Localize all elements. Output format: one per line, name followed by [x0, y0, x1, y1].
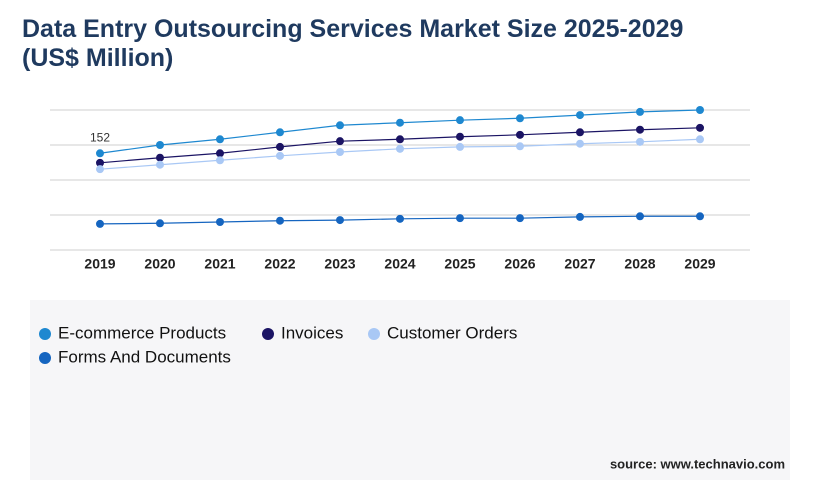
- data-point: [516, 214, 524, 223]
- x-tick-label: 2026: [504, 256, 535, 272]
- data-point: [396, 118, 404, 127]
- data-point: [576, 111, 584, 120]
- data-point: [216, 149, 224, 158]
- data-point: [276, 151, 284, 160]
- series-line: [99, 138, 701, 170]
- x-tick-label: 2025: [444, 256, 475, 272]
- data-point: [216, 156, 224, 165]
- legend-marker: [368, 328, 380, 340]
- data-point: [276, 216, 284, 225]
- x-tick-label: 2027: [564, 256, 595, 272]
- data-point: [96, 158, 104, 167]
- data-point: [696, 123, 704, 132]
- legend-marker: [39, 328, 51, 340]
- data-point: [696, 212, 704, 221]
- data-point: [696, 106, 704, 114]
- data-point: [636, 125, 644, 134]
- data-point: [576, 128, 584, 137]
- data-point: [96, 149, 104, 158]
- legend-marker: [39, 352, 51, 364]
- x-tick-label: 2024: [384, 256, 415, 272]
- data-point: [336, 148, 344, 156]
- data-point: [456, 214, 464, 223]
- data-point: [576, 212, 584, 221]
- legend-marker: [262, 328, 274, 340]
- chart-title: Data Entry Outsourcing Services Market S…: [22, 15, 683, 72]
- data-point: [276, 142, 284, 151]
- data-point: [216, 218, 224, 226]
- data-point: [516, 142, 524, 151]
- x-tick-label: 2020: [144, 256, 175, 272]
- legend-label: Forms And Documents: [58, 347, 231, 366]
- legend-panel: [30, 300, 790, 480]
- source: source: www.technavio.com: [610, 456, 785, 471]
- data-point: [276, 128, 284, 137]
- data-point: [216, 135, 224, 144]
- legend-label: E-commerce Products: [58, 323, 226, 342]
- data-point: [636, 107, 644, 116]
- data-point: [636, 137, 644, 146]
- x-tick-label: 2019: [84, 256, 115, 272]
- data-point: [516, 130, 524, 139]
- data-label: 152: [90, 130, 110, 144]
- data-point: [396, 214, 404, 223]
- data-point: [636, 212, 644, 221]
- data-point: [456, 116, 464, 125]
- data-point: [516, 114, 524, 123]
- data-point: [336, 121, 344, 130]
- data-point: [96, 165, 104, 174]
- data-point: [156, 141, 164, 149]
- x-tick-label: 2022: [264, 256, 295, 272]
- data-point: [396, 144, 404, 153]
- chart-title-line: Data Entry Outsourcing Services Market S…: [22, 15, 683, 43]
- legend-label: Customer Orders: [387, 323, 517, 342]
- x-tick-label: 2029: [684, 256, 715, 272]
- x-tick-label: 2028: [624, 256, 655, 272]
- data-point: [456, 142, 464, 151]
- data-point: [156, 160, 164, 169]
- x-tick-label: 2023: [324, 256, 355, 272]
- legend-label: Invoices: [281, 323, 343, 342]
- data-point: [576, 139, 584, 148]
- data-point: [156, 219, 164, 228]
- data-point: [696, 135, 704, 144]
- data-point: [396, 135, 404, 144]
- data-point: [156, 153, 164, 162]
- data-point: [96, 219, 104, 228]
- data-point: [336, 216, 344, 225]
- chart-title-line: (US$ Million): [22, 44, 173, 72]
- data-point: [456, 132, 464, 141]
- data-point: [336, 137, 344, 146]
- x-tick-label: 2021: [204, 256, 235, 272]
